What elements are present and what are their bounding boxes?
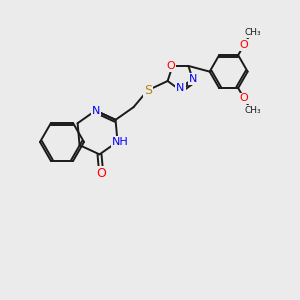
Text: O: O — [96, 167, 106, 180]
Text: O: O — [240, 40, 248, 50]
Text: N: N — [92, 106, 100, 116]
Text: N: N — [176, 83, 185, 93]
Text: CH₃: CH₃ — [245, 106, 262, 115]
Text: N: N — [189, 74, 197, 84]
Text: CH₃: CH₃ — [245, 28, 262, 37]
Text: NH: NH — [112, 137, 129, 147]
Text: S: S — [144, 84, 152, 97]
Text: O: O — [240, 94, 248, 103]
Text: O: O — [166, 61, 175, 71]
